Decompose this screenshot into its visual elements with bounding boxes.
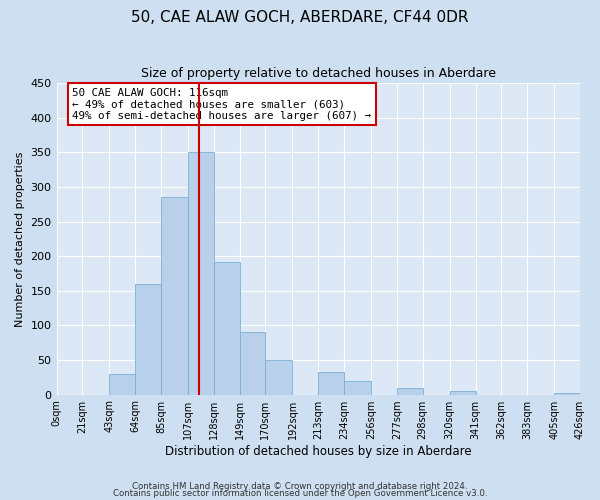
Text: Contains public sector information licensed under the Open Government Licence v3: Contains public sector information licen… [113, 490, 487, 498]
Text: 50 CAE ALAW GOCH: 116sqm
← 49% of detached houses are smaller (603)
49% of semi-: 50 CAE ALAW GOCH: 116sqm ← 49% of detach… [72, 88, 371, 121]
Text: 50, CAE ALAW GOCH, ABERDARE, CF44 0DR: 50, CAE ALAW GOCH, ABERDARE, CF44 0DR [131, 10, 469, 25]
Text: Contains HM Land Registry data © Crown copyright and database right 2024.: Contains HM Land Registry data © Crown c… [132, 482, 468, 491]
Bar [265, 360, 292, 394]
Bar [214, 262, 239, 394]
Bar [450, 391, 476, 394]
Bar [397, 388, 423, 394]
Bar [344, 380, 371, 394]
Bar [554, 393, 580, 394]
Bar [109, 374, 135, 394]
Bar [318, 372, 344, 394]
Y-axis label: Number of detached properties: Number of detached properties [15, 151, 25, 326]
Bar [161, 198, 188, 394]
Bar [239, 332, 265, 394]
Bar [135, 284, 161, 395]
Bar [188, 152, 214, 394]
X-axis label: Distribution of detached houses by size in Aberdare: Distribution of detached houses by size … [165, 444, 472, 458]
Title: Size of property relative to detached houses in Aberdare: Size of property relative to detached ho… [141, 68, 496, 80]
